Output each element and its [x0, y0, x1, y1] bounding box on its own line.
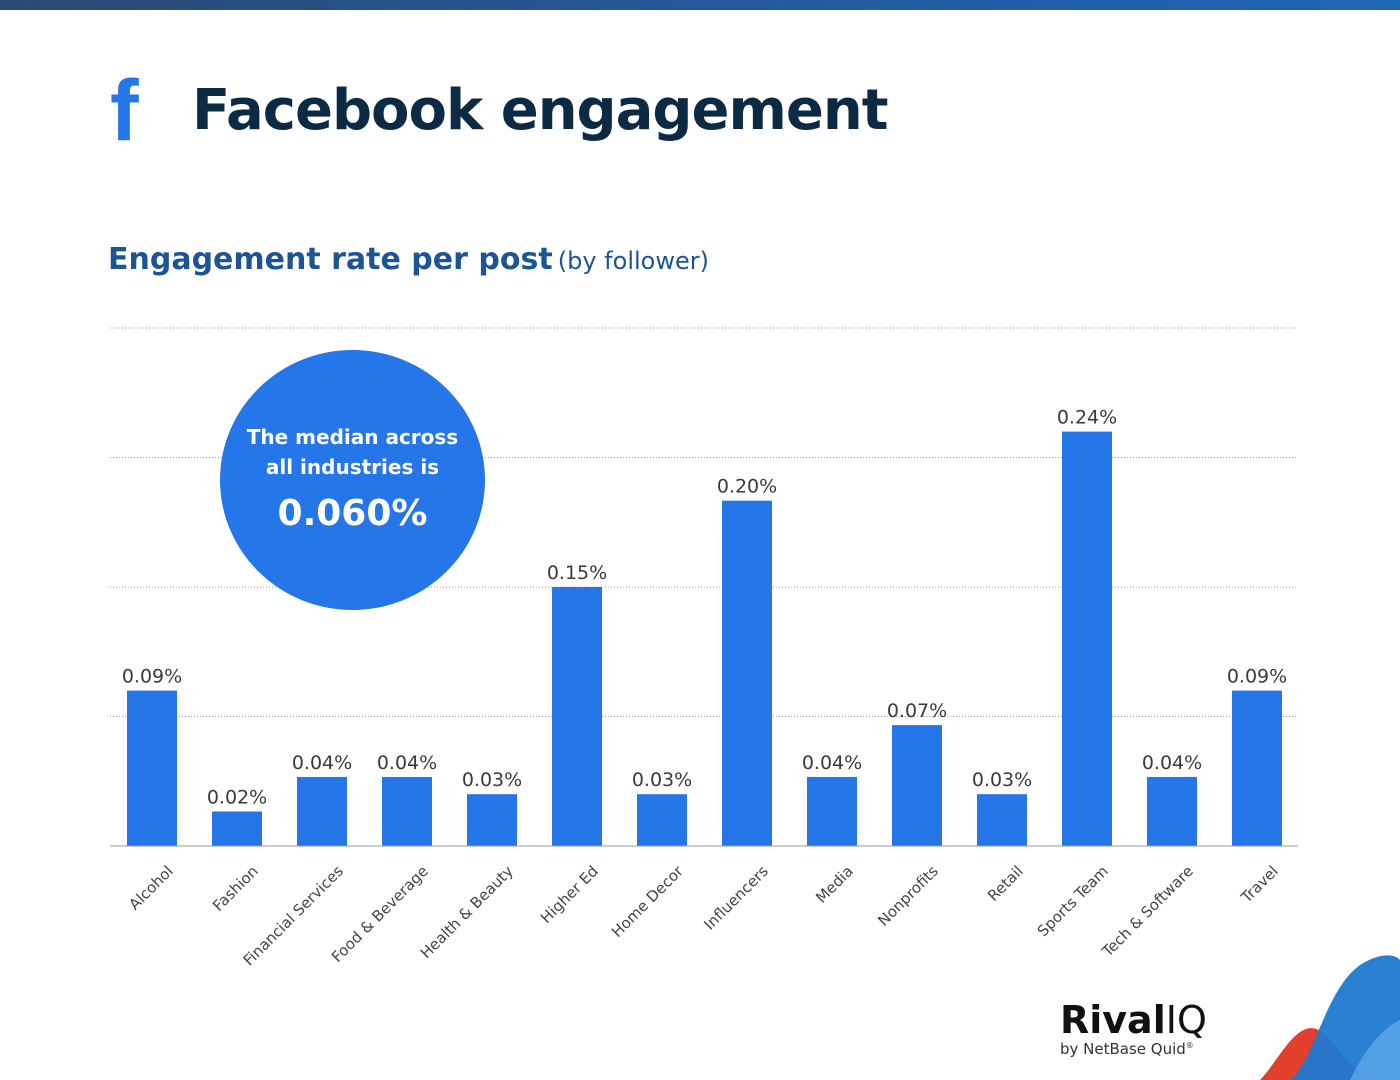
tick-label: Retail — [984, 862, 1027, 905]
tick-label: Sports Team — [1034, 862, 1112, 940]
brand-wave-graphic — [1260, 955, 1400, 1080]
bar — [977, 794, 1027, 846]
bar — [1232, 690, 1282, 846]
value-label: 0.24% — [1057, 407, 1117, 429]
bar — [297, 776, 347, 846]
bar — [1062, 431, 1112, 846]
value-label: 0.15% — [547, 562, 607, 584]
value-label: 0.04% — [802, 752, 862, 774]
bar — [722, 500, 772, 846]
value-label: 0.04% — [292, 752, 352, 774]
value-label: 0.04% — [377, 752, 437, 774]
tick-label: Fashion — [209, 862, 262, 915]
brand-byline: by NetBase Quid® — [1060, 1040, 1207, 1058]
bar — [637, 794, 687, 846]
median-callout: The median across all industries is 0.06… — [220, 350, 485, 610]
value-label: 0.02% — [207, 786, 267, 808]
brand-name-light: IQ — [1165, 998, 1207, 1042]
brand-byline-text: by NetBase Quid — [1060, 1040, 1186, 1058]
tick-label: Travel — [1237, 862, 1282, 907]
median-callout-value: 0.060% — [277, 493, 428, 534]
value-label: 0.04% — [1142, 752, 1202, 774]
brand-name-bold: Rival — [1060, 998, 1166, 1042]
engagement-bar-chart: 0.09% 0.02% 0.04% 0.04% 0.03% 0.15% 0.03% 0.20%… — [110, 327, 1298, 970]
bar — [127, 690, 177, 846]
bars — [127, 431, 1282, 846]
page-title: Facebook engagement — [192, 78, 888, 143]
wave-light-shape — [1350, 1020, 1400, 1080]
tick-label: Media — [812, 862, 857, 907]
bar — [467, 794, 517, 846]
tick-label: Higher Ed — [537, 862, 602, 927]
bar — [807, 776, 857, 846]
value-label: 0.03% — [972, 769, 1032, 791]
tick-label: Nonprofits — [874, 862, 942, 930]
tick-label: Tech & Software — [1098, 862, 1197, 961]
brand-wordmark: RivalIQ — [1060, 998, 1207, 1042]
value-label: 0.03% — [632, 769, 692, 791]
top-accent-bar — [0, 0, 1400, 10]
chart-subtitle-main: Engagement rate per post — [108, 242, 553, 277]
tick-label: Health & Beauty — [417, 862, 517, 962]
chart-subtitle: Engagement rate per post (by follower) — [108, 240, 709, 284]
value-label: 0.07% — [887, 700, 947, 722]
bar — [892, 725, 942, 846]
value-label: 0.20% — [717, 476, 777, 498]
bar — [552, 587, 602, 846]
value-label: 0.09% — [122, 666, 182, 688]
tick-label: Alcohol — [125, 862, 176, 913]
bar — [1147, 776, 1197, 846]
registered-mark: ® — [1185, 1041, 1194, 1050]
tick-label: Influencers — [700, 862, 772, 934]
tick-label: Home Decor — [608, 862, 687, 941]
median-callout-line2: all industries is — [265, 455, 440, 479]
value-label: 0.03% — [462, 769, 522, 791]
chart-subtitle-note: (by follower) — [557, 247, 709, 275]
facebook-f-icon: f — [110, 63, 139, 159]
bar — [382, 776, 432, 846]
median-callout-line1: The median across — [246, 425, 459, 449]
value-label: 0.09% — [1227, 666, 1287, 688]
rival-iq-logo: RivalIQ by NetBase Quid® — [1060, 998, 1207, 1058]
value-labels: 0.09% 0.02% 0.04% 0.04% 0.03% 0.15% 0.03% 0.20%… — [122, 407, 1287, 809]
bar — [212, 811, 262, 846]
